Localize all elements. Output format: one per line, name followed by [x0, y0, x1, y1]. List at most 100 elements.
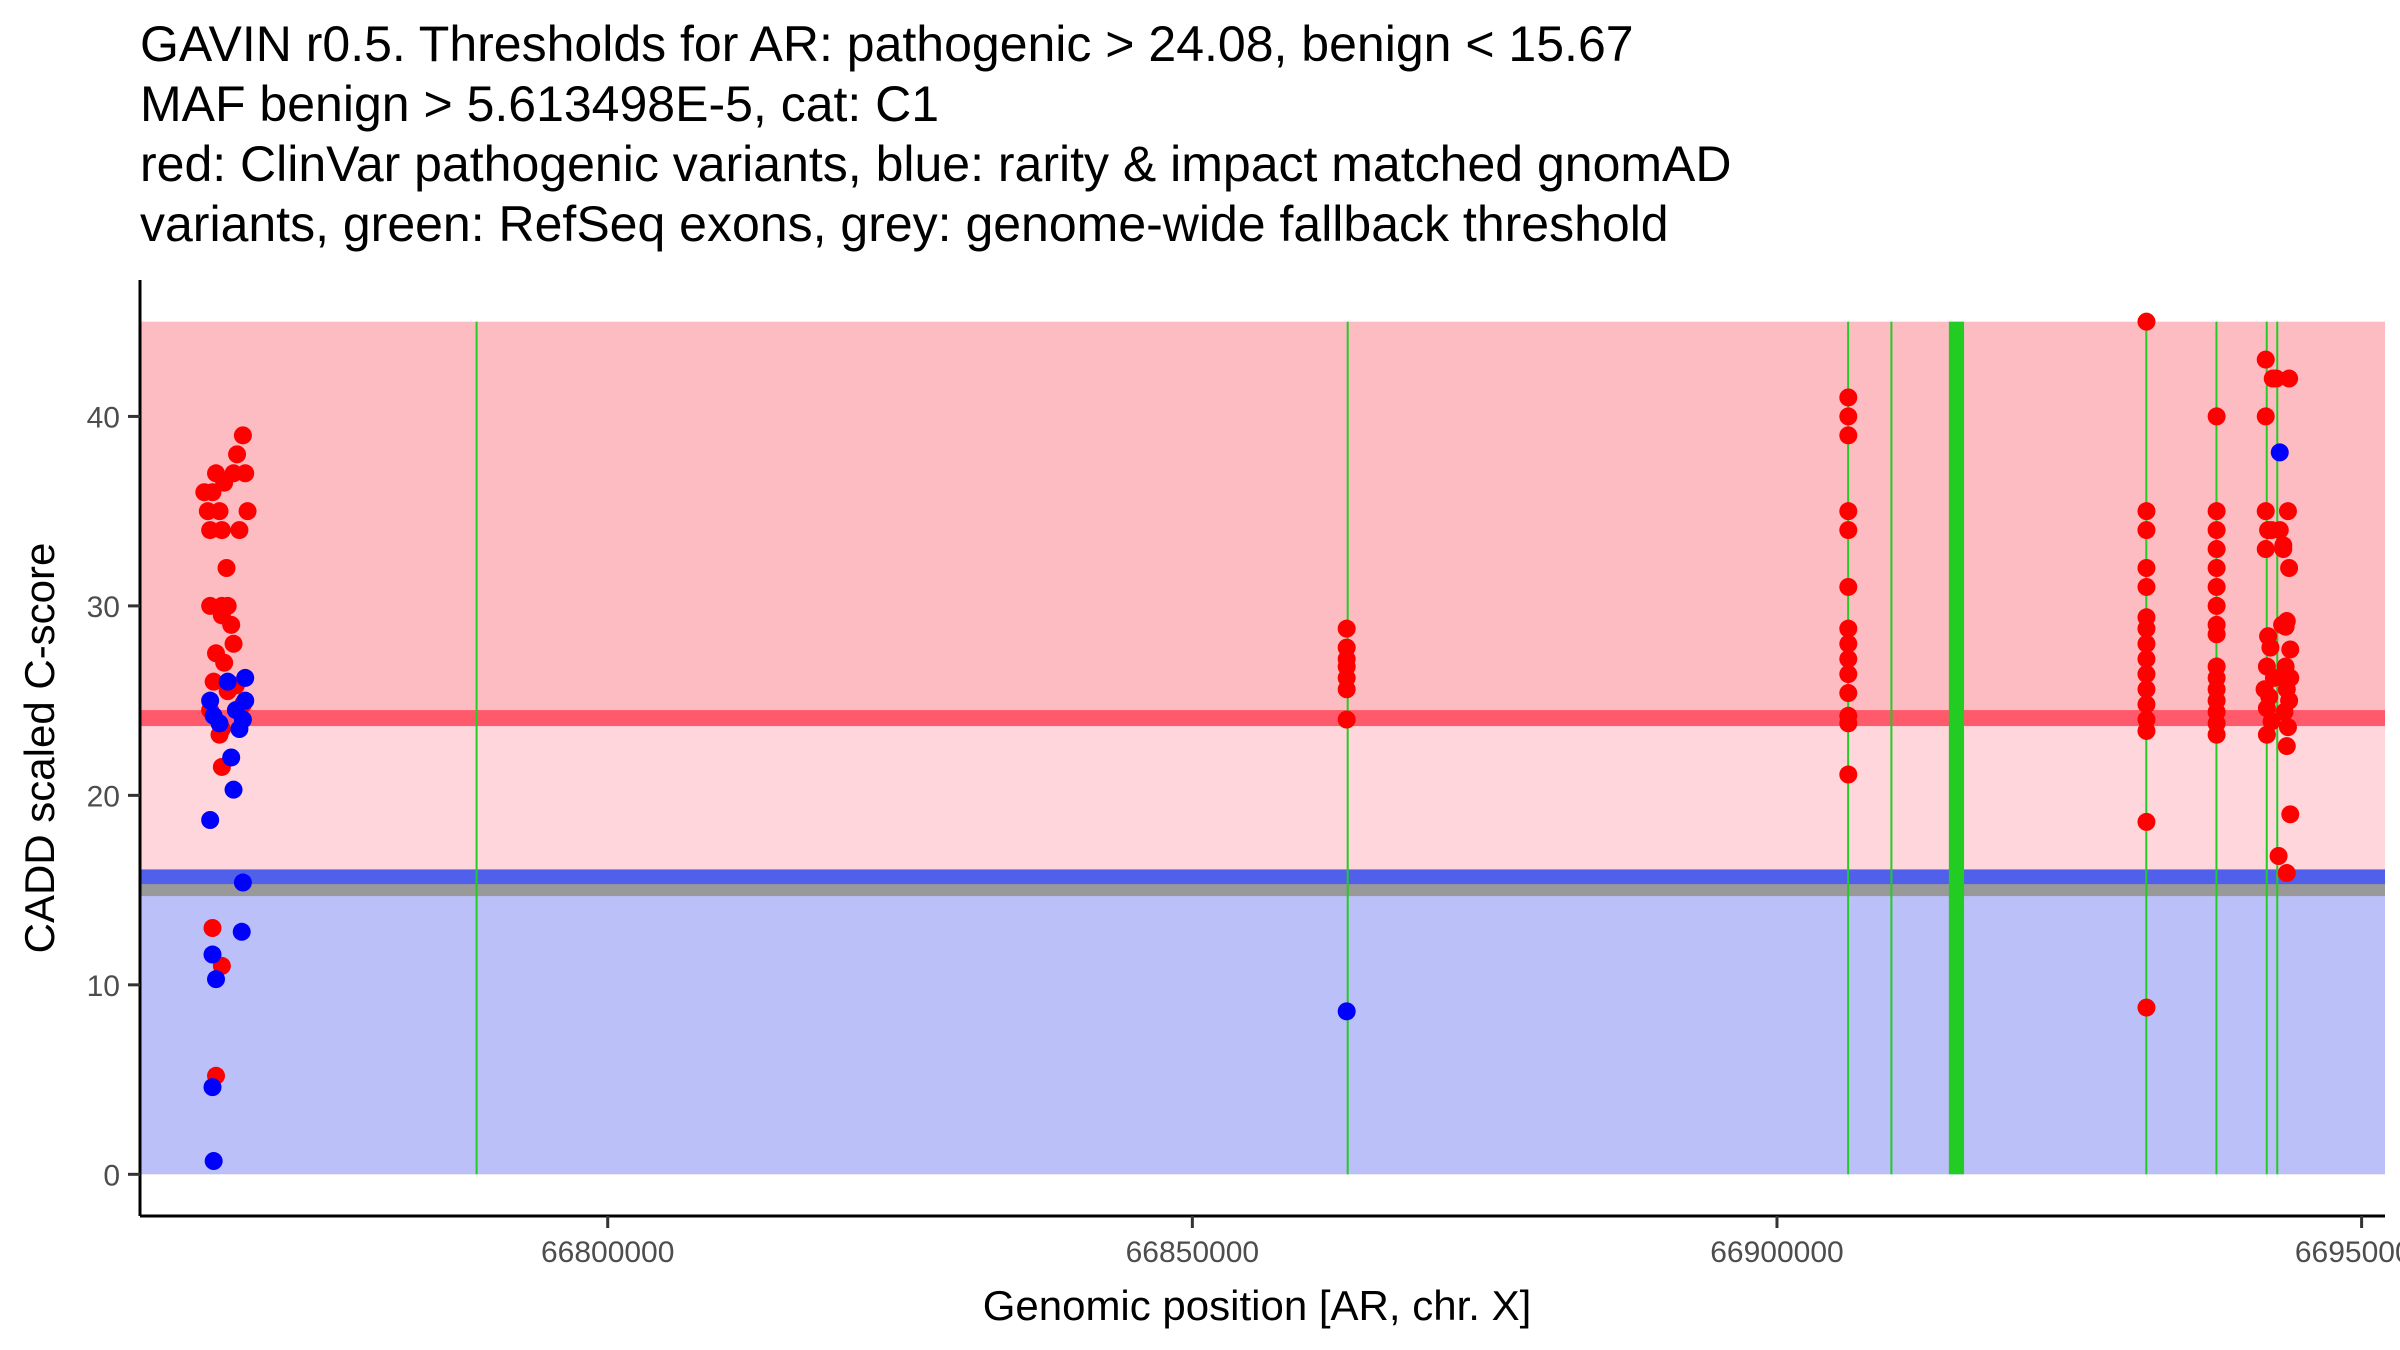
pathogenic-point-122 — [2273, 615, 2292, 634]
pathogenic-point-95 — [2261, 638, 2280, 657]
benign-point-5 — [207, 970, 226, 989]
pathogenic-point-78 — [2207, 596, 2226, 615]
pathogenic-point-52 — [1839, 684, 1858, 703]
y-tick-label-30: 30 — [87, 591, 120, 624]
pathogenic-point-77 — [2207, 577, 2226, 596]
exon-3 — [1847, 321, 1850, 1175]
pathogenic-point-7 — [212, 521, 231, 540]
pathogenic-point-43 — [1839, 407, 1858, 426]
pathogenic-point-75 — [2207, 540, 2226, 559]
pathogenic-point-42 — [1839, 388, 1858, 407]
pathogenic-point-57 — [2137, 502, 2156, 521]
pathogenic-point-73 — [2207, 502, 2226, 521]
pathogenic-point-60 — [2137, 577, 2156, 596]
benign-point-14 — [232, 922, 251, 941]
fallback-threshold-line — [140, 884, 2385, 897]
pathogenic-point-34 — [201, 596, 220, 615]
benign-point-20 — [2270, 443, 2289, 462]
pathogenic-point-15 — [224, 634, 243, 653]
title-line-3: red: ClinVar pathogenic variants, blue: … — [140, 136, 1732, 192]
x-tick-label-66950000: 66950000 — [2295, 1236, 2400, 1269]
pathogenic-point-35 — [1337, 619, 1356, 638]
pathogenic-point-25 — [233, 426, 252, 445]
exon-2 — [1346, 321, 1349, 1175]
pathogenic-point-104 — [2267, 369, 2286, 388]
benign-threshold-line — [140, 869, 2385, 886]
pathogenic-point-6 — [210, 502, 229, 521]
exon-9 — [2276, 321, 2279, 1175]
pathogenic-point-74 — [2207, 521, 2226, 540]
pathogenic-point-50 — [1839, 649, 1858, 668]
benign-point-17 — [233, 710, 252, 729]
pathogenic-point-58 — [2137, 521, 2156, 540]
pathogenic-zone — [140, 321, 2385, 719]
benign-point-13 — [233, 873, 252, 892]
pathogenic-point-123 — [2274, 536, 2293, 555]
pathogenic-point-27 — [238, 502, 257, 521]
data-points — [195, 312, 2300, 1171]
pathogenic-point-67 — [2137, 695, 2156, 714]
pathogenic-point-51 — [1839, 665, 1858, 684]
pathogenic-point-9 — [217, 559, 236, 577]
title-line-2: MAF benign > 5.613498E-5, cat: C1 — [140, 76, 940, 132]
x-tick-label-66800000: 66800000 — [541, 1236, 674, 1269]
pathogenic-point-119 — [2281, 805, 2300, 824]
pathogenic-point-55 — [1839, 765, 1858, 784]
x-axis-title: Genomic position [AR, chr. X] — [983, 1282, 1532, 1329]
pathogenic-point-65 — [2137, 665, 2156, 684]
benign-point-18 — [210, 714, 229, 733]
pathogenic-point-89 — [2256, 407, 2275, 426]
exon-4 — [1890, 321, 1893, 1175]
pathogenic-point-47 — [1839, 577, 1858, 596]
exon-lines — [475, 321, 2279, 1175]
y-tick-label-20: 20 — [87, 780, 120, 813]
pathogenic-point-116 — [2275, 703, 2294, 721]
pathogenic-point-41 — [1337, 710, 1356, 729]
pathogenic-point-88 — [2256, 350, 2275, 369]
exon-6 — [2145, 321, 2148, 1175]
intermediate-zone — [140, 718, 2385, 878]
pathogenic-point-45 — [1839, 502, 1858, 521]
pathogenic-point-111 — [2281, 640, 2300, 659]
benign-point-11 — [222, 748, 241, 767]
pathogenic-point-72 — [2207, 407, 2226, 426]
benign-point-7 — [204, 1152, 223, 1171]
pathogenic-point-121 — [2277, 864, 2296, 883]
pathogenic-point-90 — [2256, 502, 2275, 521]
pathogenic-point-124 — [2280, 369, 2299, 388]
pathogenic-point-62 — [2137, 619, 2156, 638]
benign-point-16 — [236, 691, 255, 710]
pathogenic-point-76 — [2207, 559, 2226, 577]
pathogenic-point-16 — [204, 672, 223, 691]
benign-point-6 — [203, 1078, 222, 1097]
pathogenic-point-28 — [230, 521, 249, 540]
benign-point-12 — [224, 780, 243, 799]
x-tick-label-66850000: 66850000 — [1126, 1236, 1259, 1269]
benign-point-3 — [201, 811, 220, 829]
y-tick-label-0: 0 — [103, 1159, 120, 1192]
pathogenic-point-12 — [222, 615, 241, 634]
pathogenic-point-105 — [2270, 521, 2289, 540]
benign-point-1 — [201, 691, 220, 710]
benign-zone — [140, 877, 2385, 1175]
benign-point-8 — [218, 672, 237, 691]
pathogenic-point-40 — [1337, 680, 1356, 699]
pathogenic-point-102 — [2257, 725, 2276, 744]
pathogenic-point-70 — [2137, 812, 2156, 831]
pathogenic-point-24 — [228, 445, 247, 464]
y-tick-label-40: 40 — [87, 401, 120, 434]
exon-8 — [2265, 321, 2268, 1175]
chart-title: GAVIN r0.5. Thresholds for AR: pathogeni… — [140, 14, 2380, 254]
pathogenic-point-56 — [2137, 312, 2156, 331]
exon-7 — [2215, 321, 2218, 1175]
pathogenic-point-120 — [2269, 847, 2288, 865]
pathogenic-threshold-line — [140, 710, 2385, 727]
pathogenic-point-87 — [2207, 725, 2226, 744]
y-tick-label-10: 10 — [87, 970, 120, 1003]
benign-point-15 — [236, 668, 255, 687]
pathogenic-point-44 — [1839, 426, 1858, 445]
pathogenic-point-26 — [236, 464, 255, 483]
pathogenic-point-63 — [2137, 634, 2156, 653]
pathogenic-point-108 — [2280, 559, 2299, 577]
